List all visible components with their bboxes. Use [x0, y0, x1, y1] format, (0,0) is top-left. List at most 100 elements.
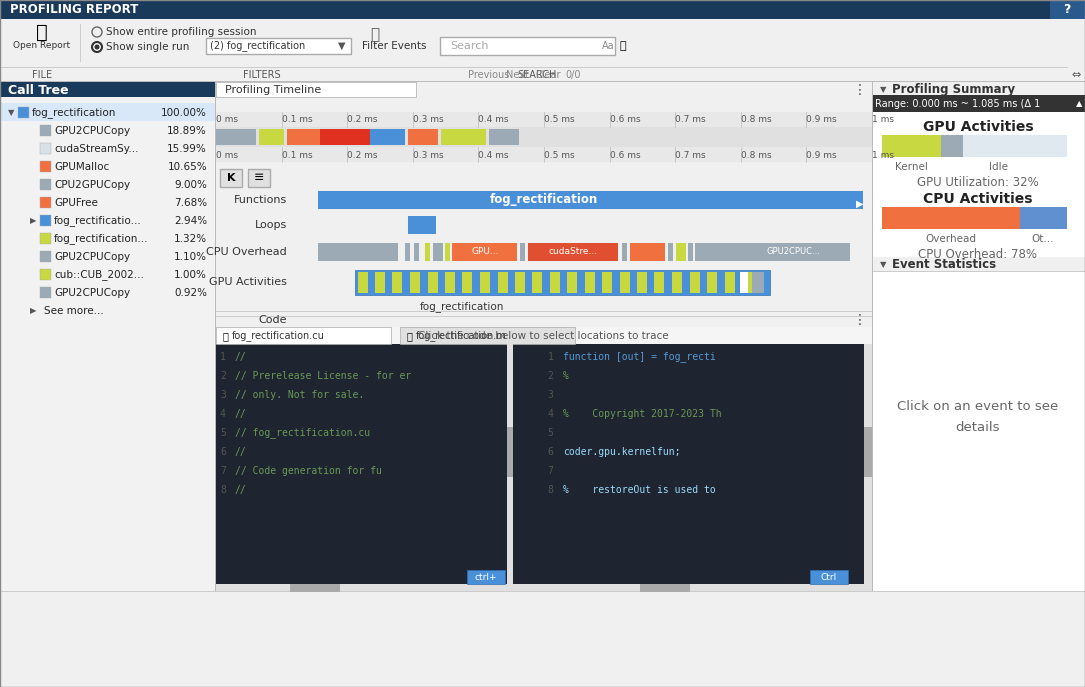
- Text: 4: 4: [548, 409, 565, 419]
- Bar: [425, 243, 430, 261]
- Text: Event Statistics: Event Statistics: [892, 258, 996, 271]
- Bar: [0, 82, 215, 592]
- Bar: [882, 207, 1020, 229]
- Text: 1: 1: [220, 352, 226, 362]
- Text: PROFILING REPORT: PROFILING REPORT: [10, 3, 139, 16]
- Bar: [40, 179, 51, 190]
- Bar: [216, 112, 872, 127]
- Bar: [630, 243, 665, 261]
- Bar: [40, 269, 51, 280]
- Text: Code: Code: [258, 315, 286, 325]
- Text: GPU2CPUCopy: GPU2CPUCopy: [54, 252, 130, 262]
- Bar: [872, 82, 1085, 97]
- Bar: [320, 129, 370, 145]
- Bar: [567, 272, 577, 293]
- Text: FILTERS: FILTERS: [243, 70, 281, 80]
- Text: 0.3 ms: 0.3 ms: [412, 152, 444, 161]
- Bar: [941, 135, 963, 157]
- Text: 1 ms: 1 ms: [872, 115, 894, 124]
- Text: ▶: ▶: [855, 199, 863, 209]
- Text: // fog_rectification.cu: // fog_rectification.cu: [235, 427, 370, 438]
- Text: function [out] = fog_recti: function [out] = fog_recti: [563, 352, 716, 363]
- Bar: [326, 129, 405, 145]
- Bar: [427, 272, 438, 293]
- Bar: [963, 135, 1067, 157]
- Text: GPU2CPUC...: GPU2CPUC...: [766, 247, 820, 256]
- Text: CPU2GPUCopy: CPU2GPUCopy: [54, 180, 130, 190]
- Bar: [707, 272, 717, 293]
- Text: 6: 6: [220, 447, 226, 457]
- Bar: [40, 161, 51, 172]
- Bar: [0, 65, 1085, 82]
- Bar: [725, 272, 735, 293]
- Text: 0.6 ms: 0.6 ms: [610, 115, 640, 124]
- Bar: [216, 327, 391, 344]
- Bar: [515, 272, 525, 293]
- Text: Next: Next: [506, 70, 528, 80]
- Bar: [528, 243, 618, 261]
- Text: SEARCH: SEARCH: [518, 70, 557, 80]
- Text: Call Tree: Call Tree: [8, 84, 68, 96]
- Text: 10.65%: 10.65%: [167, 162, 207, 172]
- Bar: [40, 143, 51, 154]
- Bar: [620, 272, 630, 293]
- Bar: [216, 311, 872, 312]
- Text: fog_rectification...: fog_rectification...: [54, 234, 149, 245]
- Bar: [318, 242, 863, 262]
- Bar: [259, 129, 284, 145]
- Text: Ot...: Ot...: [1032, 234, 1055, 244]
- Bar: [392, 272, 403, 293]
- Bar: [318, 267, 863, 297]
- Text: 0.3 ms: 0.3 ms: [412, 115, 444, 124]
- Text: 8: 8: [548, 485, 565, 495]
- Text: ▶: ▶: [30, 306, 37, 315]
- Bar: [408, 129, 438, 145]
- Bar: [0, 0, 1085, 19]
- Bar: [216, 312, 872, 327]
- Bar: [441, 129, 486, 145]
- Text: CPU Activities: CPU Activities: [923, 192, 1033, 206]
- Bar: [0, 591, 1085, 592]
- Text: Overhead: Overhead: [926, 234, 976, 244]
- Text: 15.99%: 15.99%: [167, 144, 207, 154]
- Text: 0.4 ms: 0.4 ms: [478, 115, 509, 124]
- Bar: [637, 272, 647, 293]
- Text: //: //: [235, 447, 246, 457]
- Bar: [864, 427, 872, 477]
- Text: 📄: 📄: [407, 331, 413, 341]
- Text: Ctrl: Ctrl: [821, 572, 838, 581]
- Bar: [206, 38, 352, 54]
- Bar: [0, 81, 1085, 82]
- Text: ⛉: ⛉: [370, 27, 380, 43]
- Bar: [410, 272, 420, 293]
- Text: coder.gpu.kernelfun;: coder.gpu.kernelfun;: [563, 447, 680, 457]
- Bar: [542, 584, 872, 592]
- Text: GPUMalloc: GPUMalloc: [54, 162, 110, 172]
- Text: Open Report: Open Report: [13, 41, 71, 51]
- Text: 0.7 ms: 0.7 ms: [675, 115, 706, 124]
- Text: 0.5 ms: 0.5 ms: [544, 115, 575, 124]
- Text: 1.00%: 1.00%: [174, 270, 207, 280]
- Text: GPUFree: GPUFree: [54, 198, 98, 208]
- Bar: [375, 272, 385, 293]
- Bar: [1068, 65, 1085, 82]
- Text: 1: 1: [548, 352, 565, 362]
- Text: //: //: [235, 485, 246, 495]
- Bar: [452, 243, 516, 261]
- Bar: [441, 37, 615, 55]
- Text: 7.68%: 7.68%: [174, 198, 207, 208]
- Text: CPU Overhead: CPU Overhead: [206, 247, 288, 257]
- Text: 0.2 ms: 0.2 ms: [347, 152, 378, 161]
- Text: See more...: See more...: [44, 306, 104, 316]
- Text: 📁: 📁: [36, 23, 48, 41]
- Text: ≡: ≡: [254, 172, 265, 185]
- Text: //: //: [235, 352, 246, 362]
- Bar: [433, 243, 443, 261]
- Text: 100.00%: 100.00%: [162, 108, 207, 118]
- Text: 3: 3: [548, 390, 565, 400]
- Text: 4: 4: [220, 409, 226, 419]
- Bar: [216, 82, 872, 112]
- Bar: [872, 82, 1085, 592]
- Text: Filter Events: Filter Events: [361, 41, 426, 51]
- Bar: [318, 191, 863, 209]
